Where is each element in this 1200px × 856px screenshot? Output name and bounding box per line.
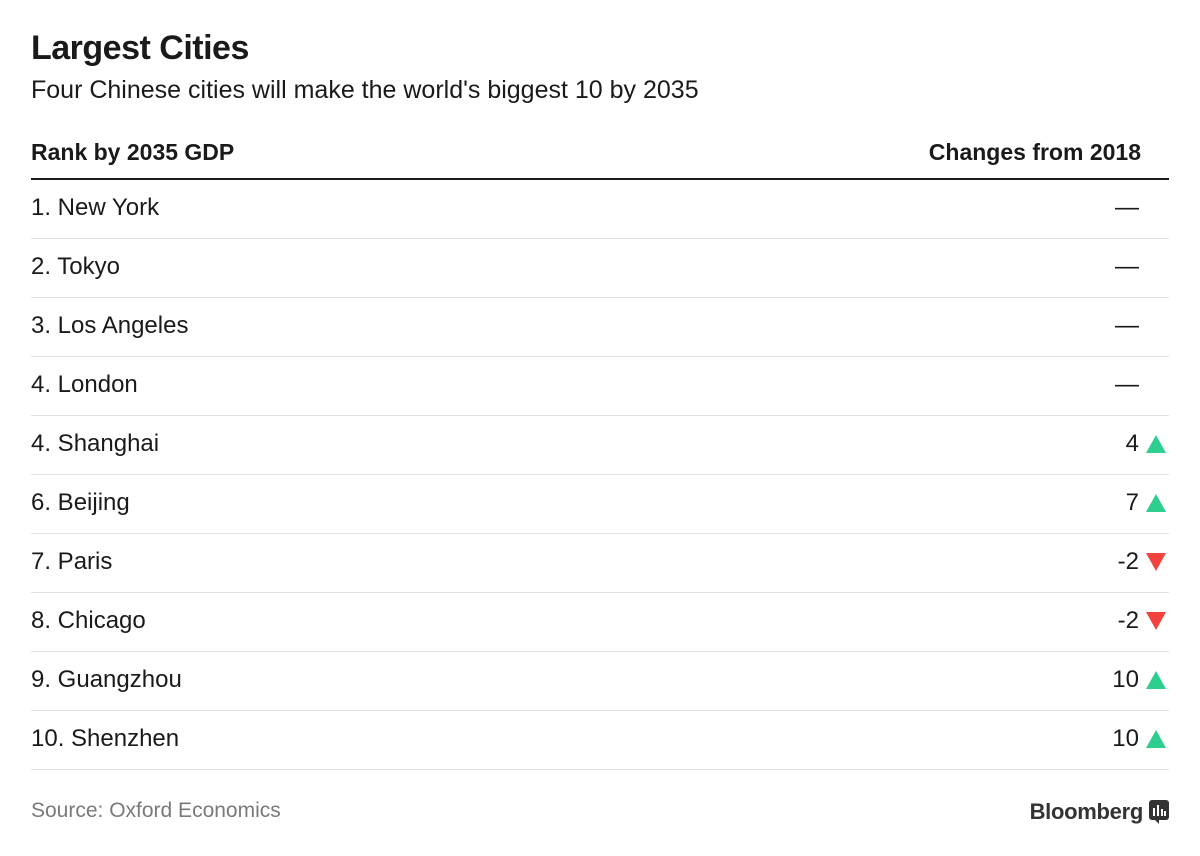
- change-value: 4: [1125, 430, 1139, 457]
- chart-title: Largest Cities: [31, 29, 249, 67]
- change-value: —: [1115, 312, 1139, 339]
- change-value: —: [1115, 253, 1139, 280]
- change-value: 10: [1112, 666, 1139, 693]
- city-label: 3. Los Angeles: [31, 312, 189, 339]
- source-note: Source: Oxford Economics: [31, 799, 281, 822]
- table-row: 2. Tokyo —: [31, 239, 1169, 298]
- down-arrow-icon: [1146, 553, 1166, 571]
- change-value: 10: [1112, 725, 1139, 752]
- table-row: 7. Paris -2: [31, 534, 1169, 593]
- change-value: -2: [1117, 548, 1139, 575]
- column-header-change: Changes from 2018: [928, 139, 1141, 165]
- up-arrow-icon: [1146, 494, 1166, 512]
- up-arrow-icon: [1146, 730, 1166, 748]
- city-label: 8. Chicago: [31, 607, 146, 634]
- table-header: Rank by 2035 GDP Changes from 2018: [31, 126, 1169, 180]
- down-arrow-icon: [1146, 612, 1166, 630]
- change-value: —: [1115, 371, 1139, 398]
- city-label: 2. Tokyo: [31, 253, 120, 280]
- table-row: 10. Shenzhen 10: [31, 711, 1169, 770]
- city-label: 7. Paris: [31, 548, 113, 575]
- bloomberg-chart-icon: [1149, 800, 1169, 824]
- change-value: 7: [1125, 489, 1139, 516]
- table-body: 1. New York —2. Tokyo —3. Los Angeles —4. L…: [31, 180, 1169, 770]
- table-row: 9. Guangzhou 10: [31, 652, 1169, 711]
- city-label: 4. Shanghai: [31, 430, 160, 457]
- table-row: 4. London —: [31, 357, 1169, 416]
- column-header-rank: Rank by 2035 GDP: [31, 139, 235, 165]
- city-label: 10. Shenzhen: [31, 725, 180, 752]
- city-label: 1. New York: [31, 194, 160, 221]
- up-arrow-icon: [1146, 671, 1166, 689]
- table-row: 1. New York —: [31, 180, 1169, 239]
- table-row: 4. Shanghai 4: [31, 416, 1169, 475]
- chart-subtitle: Four Chinese cities will make the world'…: [31, 76, 699, 104]
- table-row: 8. Chicago -2: [31, 593, 1169, 652]
- brand-name: Bloomberg: [1029, 799, 1144, 824]
- table-row: 3. Los Angeles —: [31, 298, 1169, 357]
- up-arrow-icon: [1146, 435, 1166, 453]
- city-label: 9. Guangzhou: [31, 666, 182, 693]
- change-value: -2: [1117, 607, 1139, 634]
- change-value: —: [1115, 194, 1139, 221]
- city-label: 4. London: [31, 371, 138, 398]
- city-label: 6. Beijing: [31, 489, 130, 516]
- brand-logo: Bloomberg: [1030, 798, 1169, 826]
- table-row: 6. Beijing 7: [31, 475, 1169, 534]
